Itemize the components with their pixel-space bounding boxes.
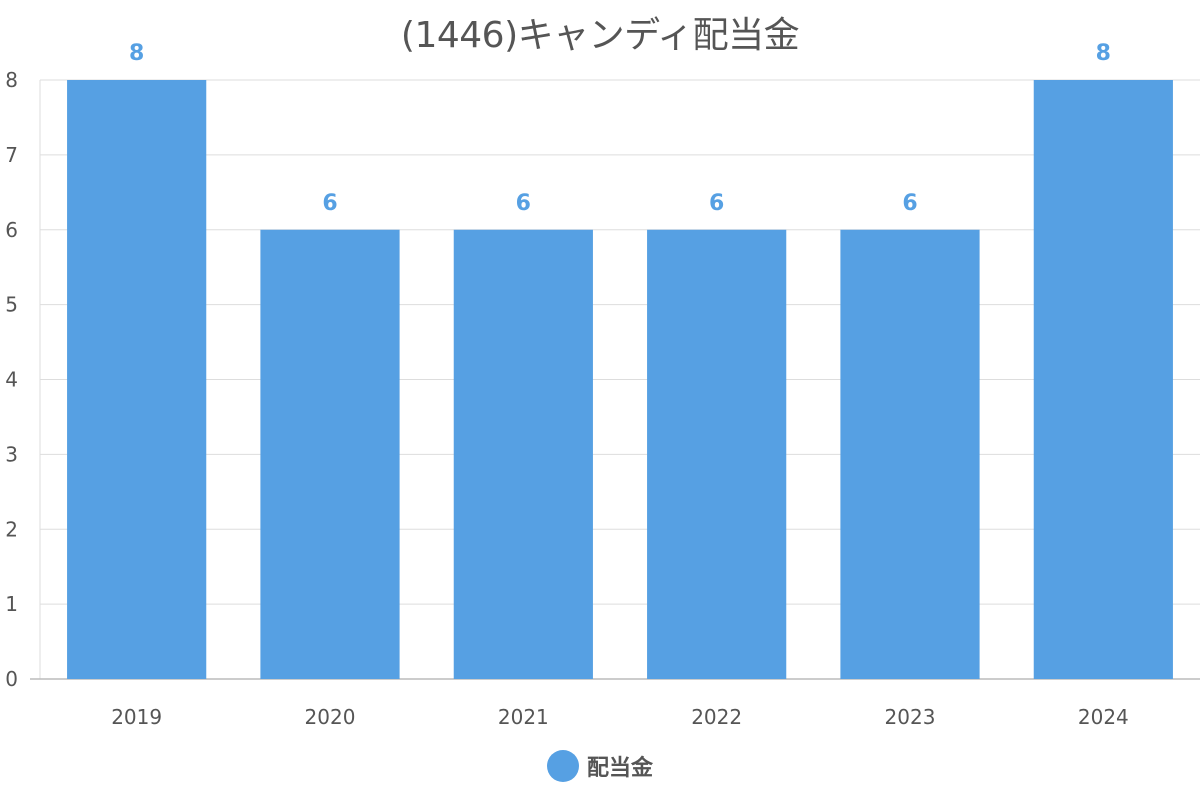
x-tick-label-2024: 2024 [1078,705,1129,729]
legend[interactable]: 配当金 [0,750,1200,782]
legend-swatch-dividend [546,750,579,782]
data-label-2022: 6 [709,191,724,216]
bar-2019 [67,80,207,679]
data-label-2024: 8 [1096,41,1111,66]
y-tick-label: 2 [5,517,18,541]
x-tick-label-2021: 2021 [498,705,549,729]
bar-2021 [453,229,593,679]
chart-title: (1446)キャンディ配当金 [400,15,800,56]
x-tick-label-2022: 2022 [691,705,742,729]
y-tick-label: 7 [5,143,18,167]
bar-2024 [1033,80,1173,679]
x-tick-label-2020: 2020 [305,705,356,729]
y-tick-label: 3 [5,442,18,466]
y-tick-label: 1 [5,592,18,616]
y-tick-label: 8 [5,68,18,92]
data-label-2020: 6 [322,191,337,216]
bar-2020 [260,229,400,679]
y-tick-label: 0 [5,667,18,691]
legend-label-dividend: 配当金 [586,756,653,781]
y-tick-label: 6 [5,218,18,242]
y-tick-label: 4 [5,368,18,392]
data-label-2019: 8 [129,41,144,66]
data-label-2023: 6 [902,191,917,216]
data-label-2021: 6 [516,191,531,216]
bar-2022 [647,229,787,679]
x-tick-label-2019: 2019 [111,705,162,729]
bar-2023 [840,229,980,679]
x-tick-label-2023: 2023 [885,705,936,729]
y-tick-label: 5 [5,293,18,317]
